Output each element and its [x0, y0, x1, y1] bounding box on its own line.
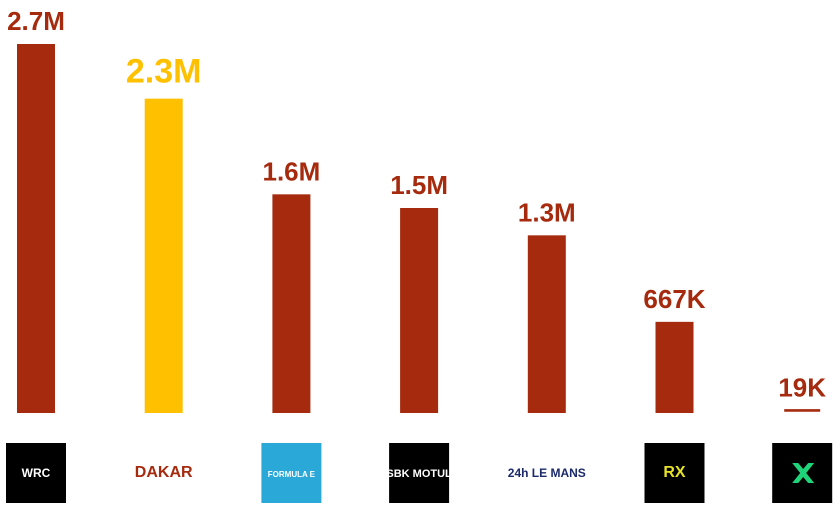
- bar: [400, 208, 439, 413]
- bar: [655, 321, 694, 413]
- category-logo: FORMULA E: [261, 443, 322, 503]
- logo-box: [389, 443, 450, 503]
- logo-box: [516, 443, 577, 503]
- value-label: 667K: [643, 284, 705, 314]
- x-tick-label: DAKAR: [135, 464, 193, 481]
- bar: [17, 44, 55, 413]
- value-label: 19K: [778, 372, 826, 402]
- value-label: 2.7M: [7, 6, 65, 36]
- logo-box: [133, 443, 194, 503]
- bar: [272, 194, 311, 413]
- category-logo: SBK MOTUL: [386, 443, 452, 503]
- logo-box: [261, 443, 322, 503]
- x-tick-label: SBK MOTUL: [386, 468, 452, 480]
- logo-box: [6, 443, 66, 503]
- value-label: 1.3M: [518, 197, 576, 227]
- category-logo: WRC: [6, 443, 66, 503]
- category-logo: DAKAR: [133, 443, 194, 503]
- category-logo: [772, 443, 833, 503]
- value-label: 1.5M: [390, 170, 448, 200]
- x-tick-label: RX: [663, 464, 686, 481]
- value-label: 1.6M: [262, 156, 320, 186]
- category-logo: RX: [644, 443, 705, 503]
- x-tick-label: FORMULA E: [268, 470, 316, 479]
- logo-box: [644, 443, 705, 503]
- x-tick-label: 24h LE MANS: [508, 466, 586, 480]
- category-logo: 24h LE MANS: [508, 443, 586, 503]
- bar: [144, 98, 183, 414]
- x-tick-label: WRC: [22, 466, 51, 480]
- bar: [527, 235, 566, 413]
- logo-mark: [792, 463, 815, 483]
- value-label: 2.3M: [126, 53, 202, 91]
